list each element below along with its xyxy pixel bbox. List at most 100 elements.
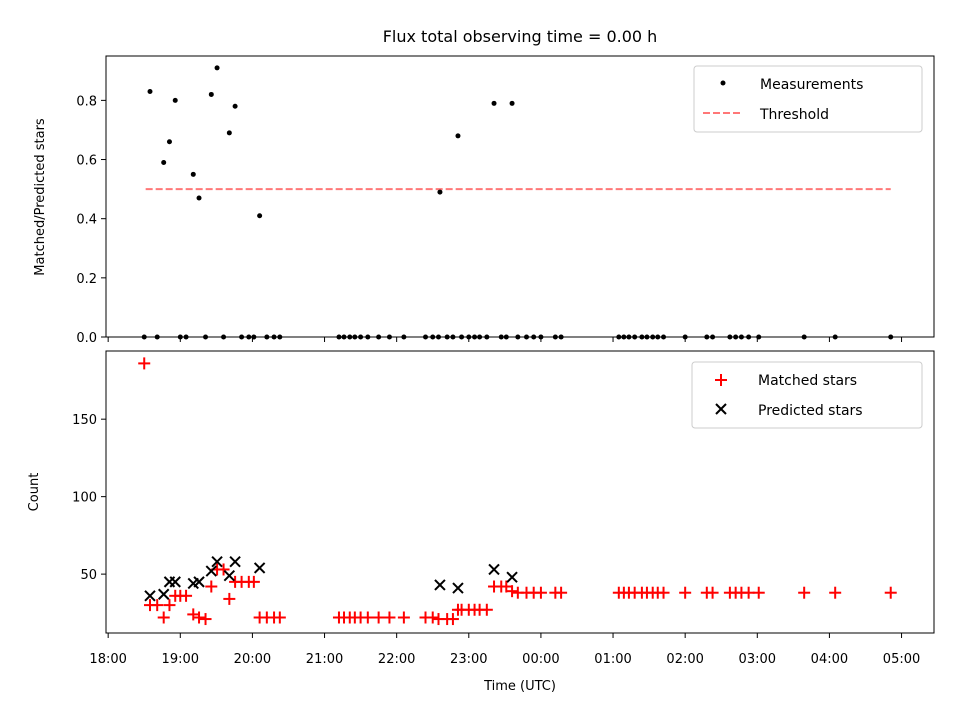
matched-star-point	[193, 611, 206, 624]
matched-star-point	[752, 586, 765, 599]
predicted-star-point	[452, 582, 464, 594]
predicted-star-point	[253, 562, 266, 574]
matched-star-point	[138, 357, 151, 370]
measurement-point	[208, 91, 214, 97]
bottom-panel: Count Time (UTC) 50 100 150 18:00 19:00 20:0…	[27, 350, 935, 694]
measurement-point	[166, 139, 172, 145]
top-y-tick-label: 0.2	[76, 272, 97, 287]
bottom-legend: Matched stars Predicted stars	[691, 361, 923, 429]
matched-star-point	[361, 611, 374, 624]
measurement-point	[257, 213, 263, 219]
bottom-x-tick-label: 20:00	[234, 652, 271, 667]
matched-star-point	[247, 575, 260, 588]
bottom-axes-frame	[105, 350, 935, 634]
bottom-legend-box	[691, 361, 923, 429]
matched-star-point	[163, 599, 176, 612]
bottom-y-axis-label: Count	[27, 473, 42, 512]
predicted-star-point	[434, 579, 446, 591]
predicted-star-point	[488, 563, 500, 576]
bottom-x-tick-label: 22:00	[378, 652, 415, 667]
chart-title: Flux total observing time = 0.00 h	[383, 27, 658, 46]
bottom-y-tick-label: 150	[72, 413, 97, 428]
matched-star-point	[426, 611, 439, 624]
matched-star-point	[742, 586, 755, 599]
measurement-point	[161, 159, 167, 165]
top-axes-frame	[105, 55, 935, 338]
legend-measurements-marker	[720, 80, 726, 86]
legend-matched-label: Matched stars	[758, 373, 857, 389]
predicted-star-point	[229, 556, 241, 568]
bottom-y-tick-label: 100	[72, 491, 97, 506]
bottom-x-tick-label: 18:00	[89, 652, 126, 667]
matched-star-point	[383, 611, 396, 624]
top-y-tick-label: 0.0	[76, 331, 97, 346]
matched-star-point	[217, 563, 230, 576]
measurement-point	[196, 195, 202, 201]
x-axis-label: Time (UTC)	[483, 679, 556, 694]
matched-star-point	[199, 613, 212, 626]
top-y-ticks: 0.0 0.2 0.4 0.6 0.8	[76, 94, 106, 346]
predicted-star-point	[506, 571, 518, 583]
matched-star-point	[679, 586, 692, 599]
predicted-stars-points	[144, 556, 518, 602]
matched-star-point	[829, 586, 842, 599]
matched-star-point	[223, 592, 236, 605]
top-y-tick-label: 0.4	[76, 213, 97, 228]
legend-matched-marker	[715, 374, 727, 386]
bottom-x-tick-label: 19:00	[162, 652, 199, 667]
bottom-x-tick-label: 21:00	[306, 652, 343, 667]
measurement-point	[190, 171, 196, 177]
legend-predicted-marker	[715, 403, 727, 415]
matched-star-point	[480, 603, 493, 616]
measurement-point	[491, 100, 497, 106]
matched-star-point	[273, 611, 286, 624]
matched-star-point	[372, 611, 385, 624]
measurement-point	[437, 189, 443, 195]
measurement-point	[147, 88, 153, 94]
bottom-x-tick-label: 01:00	[594, 652, 631, 667]
legend-threshold-label: Threshold	[759, 107, 829, 123]
matched-star-point	[798, 586, 811, 599]
bottom-x-tick-label: 02:00	[666, 652, 703, 667]
matched-star-point	[397, 611, 410, 624]
predicted-star-point	[193, 576, 205, 588]
bottom-x-tick-label: 05:00	[883, 652, 920, 667]
predicted-star-point	[169, 576, 181, 588]
predicted-star-point	[223, 569, 236, 582]
measurement-point	[172, 97, 178, 103]
bottom-y-tick-label: 50	[80, 568, 97, 583]
predicted-star-point	[211, 556, 223, 568]
matched-star-point	[446, 613, 459, 626]
top-y-axis-label: Matched/Predicted stars	[33, 118, 48, 276]
matched-star-point	[506, 585, 519, 598]
bottom-x-tick-label: 04:00	[811, 652, 848, 667]
matched-star-point	[534, 586, 547, 599]
measurement-point	[226, 130, 232, 136]
top-y-tick-label: 0.8	[76, 94, 97, 109]
bottom-x-tick-label: 23:00	[450, 652, 487, 667]
predicted-star-point	[144, 590, 156, 602]
matched-star-point	[205, 580, 218, 593]
matched-stars-points	[138, 357, 897, 626]
matched-star-point	[157, 611, 170, 624]
measurement-point	[232, 103, 238, 109]
bottom-x-ticks: 18:00 19:00 20:00 21:00 22:00 23:00 00:00 01:00…	[89, 633, 920, 667]
bottom-y-ticks: 50 100 150	[72, 413, 106, 583]
measurement-point	[214, 65, 220, 71]
matched-star-point	[180, 589, 193, 602]
matched-star-point	[706, 586, 719, 599]
top-panel: Flux total observing time = 0.00 h Match…	[33, 27, 935, 346]
matched-star-point	[884, 586, 897, 599]
predicted-star-point	[157, 588, 170, 600]
predicted-star-point	[205, 565, 218, 577]
matched-star-point	[657, 586, 670, 599]
bottom-x-tick-label: 03:00	[739, 652, 776, 667]
measurement-point	[455, 133, 461, 139]
top-legend-box	[693, 65, 923, 133]
top-legend: Measurements Threshold	[693, 65, 923, 133]
measurement-point	[509, 100, 515, 106]
bottom-x-tick-label: 00:00	[522, 652, 559, 667]
legend-predicted-label: Predicted stars	[758, 403, 863, 419]
legend-measurements-label: Measurements	[760, 77, 863, 93]
